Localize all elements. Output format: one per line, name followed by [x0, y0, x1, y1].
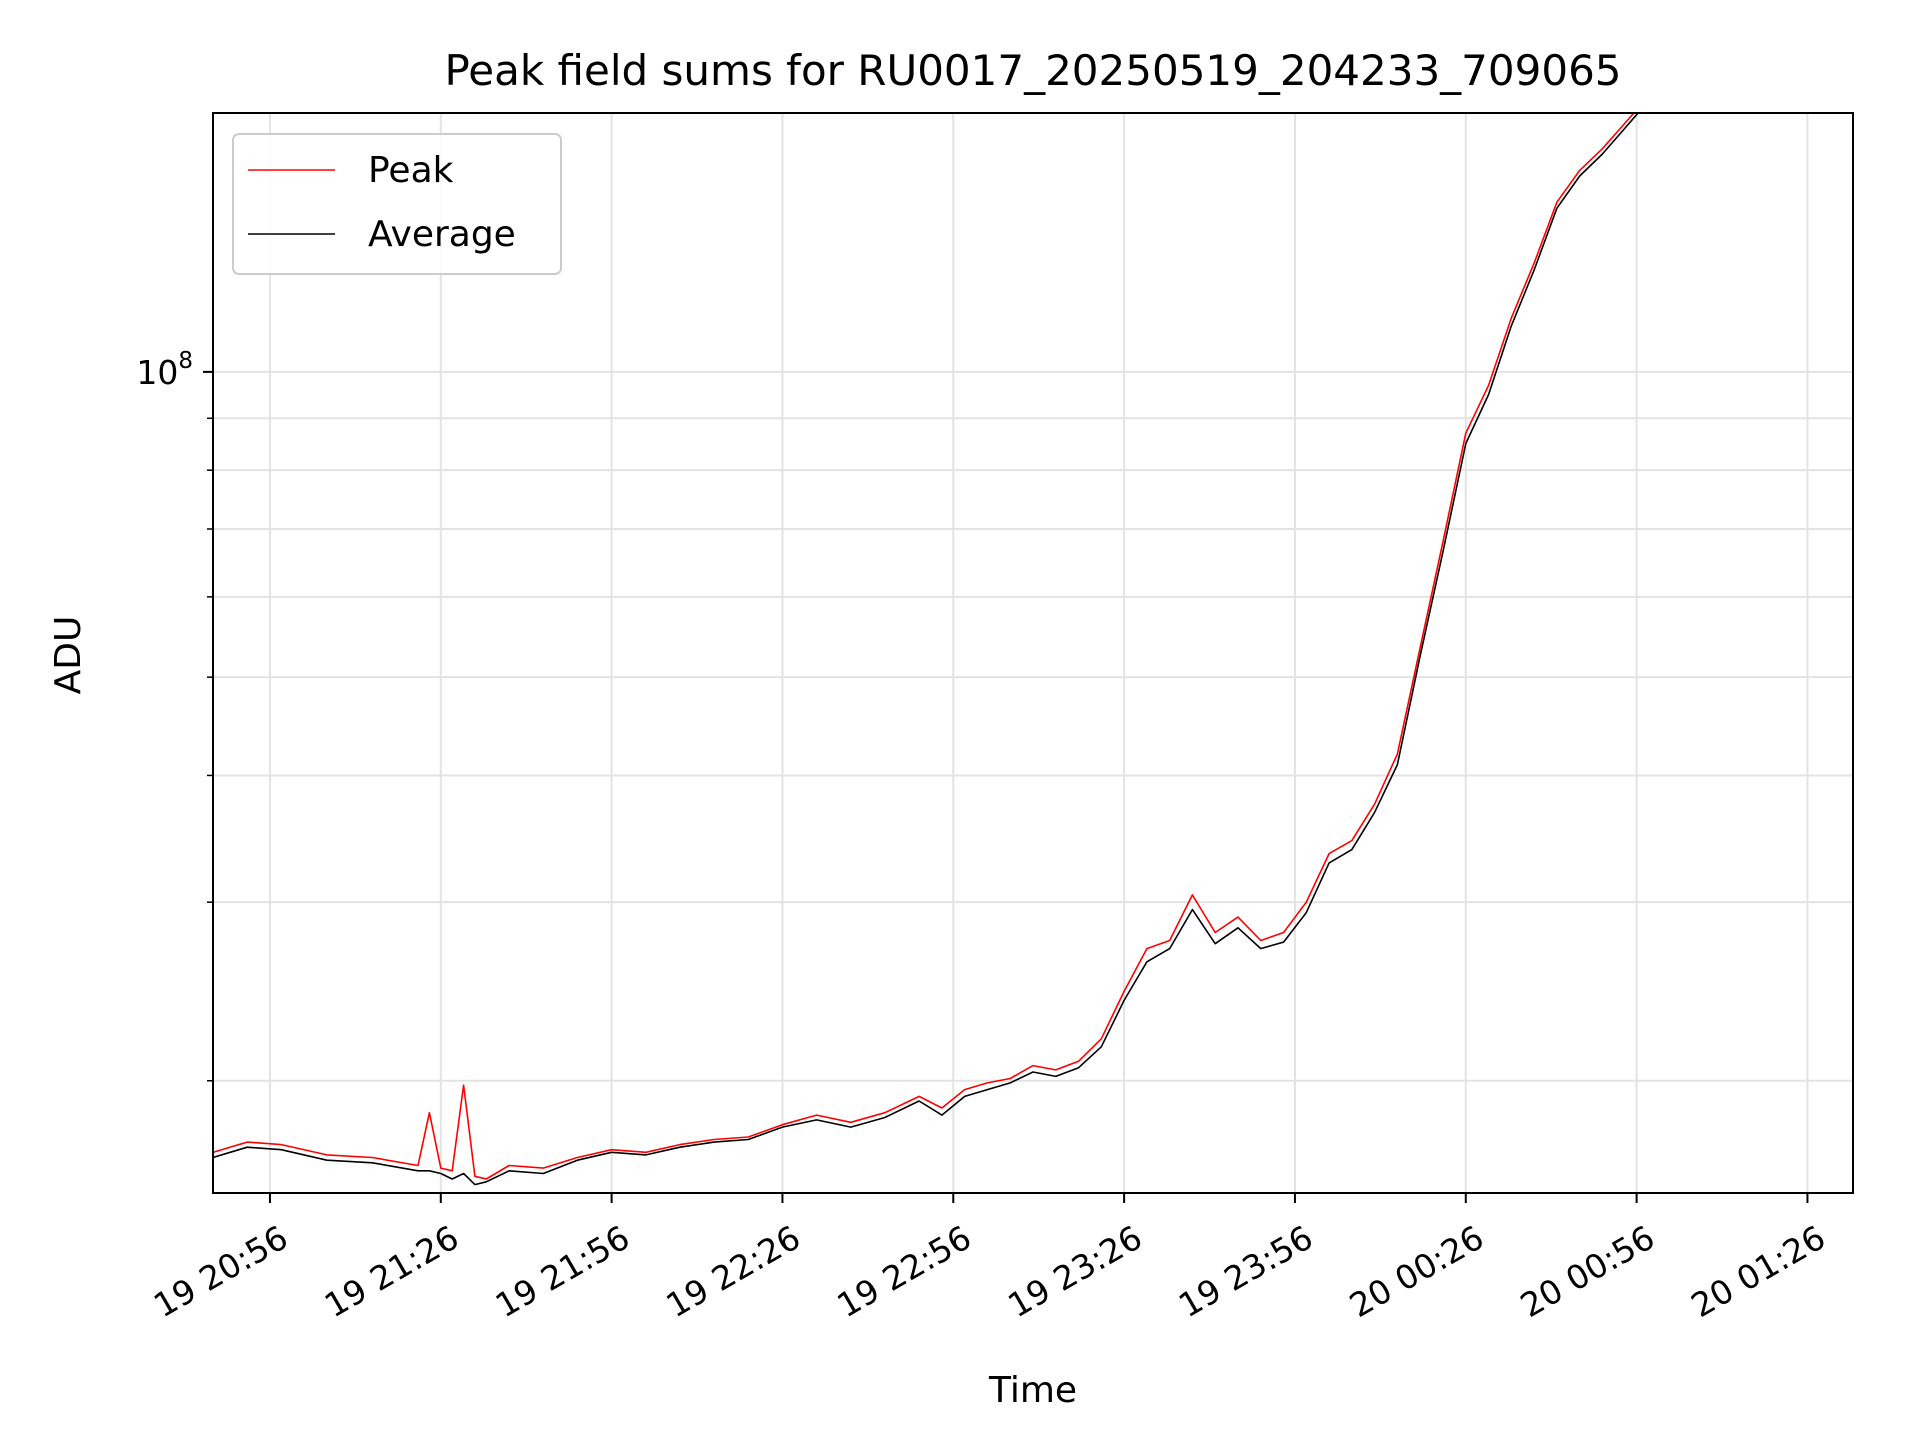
y-axis-label: ADU — [48, 616, 89, 695]
legend-box — [232, 133, 562, 275]
series-line-peak — [213, 113, 1635, 1180]
grid — [213, 113, 1853, 1193]
series-line-average — [213, 113, 1640, 1186]
legend: Peak Average — [232, 133, 562, 275]
x-axis-label: Time — [988, 1370, 1077, 1411]
y-tick-label: 108 — [136, 348, 193, 392]
y-axis: 108 — [136, 348, 213, 1082]
chart-title: Peak field sums for RU0017_20250519_2042… — [444, 46, 1621, 95]
legend-label-average: Average — [368, 214, 516, 255]
legend-label-peak: Peak — [368, 150, 454, 191]
plot-frame — [212, 112, 1854, 1194]
